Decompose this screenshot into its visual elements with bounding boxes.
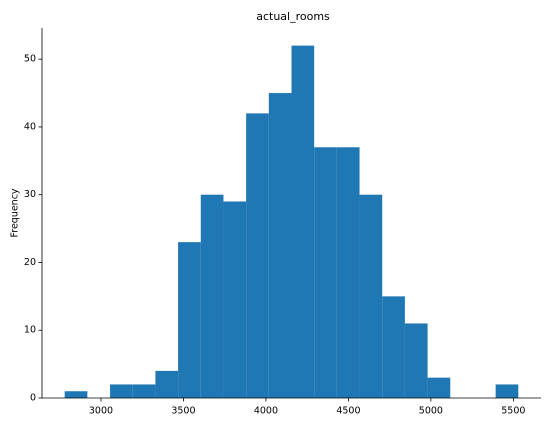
bar	[64, 391, 88, 398]
y-tick-label: 0	[30, 393, 36, 404]
x-tick-label: 4000	[254, 406, 278, 417]
bar	[336, 147, 360, 398]
chart-title: actual_rooms	[256, 10, 330, 23]
x-tick-label: 5500	[501, 406, 525, 417]
bar	[246, 113, 269, 398]
y-tick-label: 20	[24, 257, 36, 268]
bar	[427, 377, 451, 398]
y-tick-label: 50	[24, 54, 36, 65]
bar	[495, 384, 519, 398]
bar	[178, 242, 201, 398]
x-tick-label: 3500	[171, 406, 195, 417]
bar	[291, 45, 315, 398]
bar	[359, 194, 383, 398]
bar	[314, 147, 337, 398]
bar	[223, 201, 247, 398]
bar	[110, 384, 133, 398]
y-axis-label: Frequency	[10, 188, 21, 237]
y-tick-label: 40	[24, 121, 36, 132]
bar	[132, 384, 156, 398]
bar	[404, 323, 428, 398]
bar	[382, 296, 405, 398]
x-tick-label: 3000	[89, 406, 113, 417]
x-tick-label: 5000	[419, 406, 443, 417]
y-tick-label: 30	[24, 189, 36, 200]
bar	[200, 194, 224, 398]
y-tick-label: 10	[24, 325, 36, 336]
x-tick-label: 4500	[336, 406, 360, 417]
bar	[268, 93, 292, 399]
bar	[155, 370, 179, 398]
